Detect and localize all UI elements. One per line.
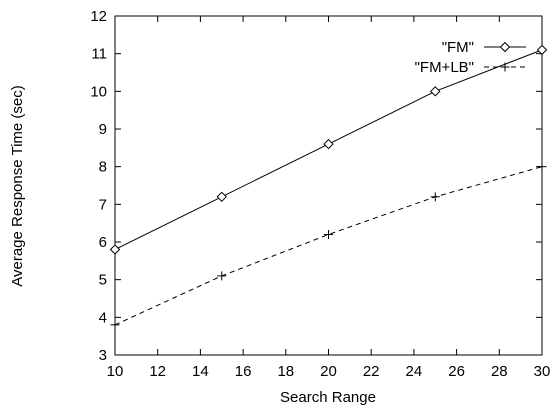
y-axis-ticks: 3 4 5 6 7 8 9 10 11 12 bbox=[90, 8, 542, 364]
data-point-fm bbox=[216, 191, 227, 203]
data-point-fm-lb bbox=[110, 320, 120, 330]
y-tick-label: 10 bbox=[90, 83, 107, 100]
data-point-fm-lb bbox=[217, 271, 227, 281]
y-tick-label: 5 bbox=[99, 272, 107, 289]
data-point-fm bbox=[536, 44, 548, 56]
data-point-fm bbox=[109, 244, 121, 255]
legend-label: "FM" bbox=[442, 39, 474, 56]
y-tick-label: 7 bbox=[99, 196, 107, 213]
x-tick-label: 22 bbox=[363, 363, 380, 380]
series-line-fm-lb bbox=[114, 166, 543, 326]
y-tick-label: 4 bbox=[99, 309, 107, 326]
legend-label: "FM+LB" bbox=[415, 59, 474, 76]
x-tick-label: 30 bbox=[534, 363, 551, 380]
x-tick-label: 14 bbox=[192, 363, 209, 380]
y-tick-label: 6 bbox=[99, 234, 107, 251]
y-tick-label: 8 bbox=[99, 159, 107, 176]
data-point-fm bbox=[430, 86, 441, 97]
legend-marker bbox=[499, 41, 511, 53]
x-tick-label: 28 bbox=[491, 363, 508, 380]
y-axis-label: Average Response Time (sec) bbox=[9, 85, 26, 286]
y-tick-label: 9 bbox=[99, 121, 107, 138]
data-point-fm bbox=[323, 138, 334, 150]
x-tick-label: 24 bbox=[406, 363, 423, 380]
y-tick-label: 11 bbox=[91, 46, 107, 63]
y-tick-label: 12 bbox=[90, 8, 107, 25]
data-point-fm-lb bbox=[324, 229, 333, 239]
data-point-fm-lb bbox=[430, 192, 440, 202]
y-tick-label: 3 bbox=[99, 347, 107, 364]
data-point-fm-lb bbox=[537, 162, 547, 172]
x-tick-label: 12 bbox=[149, 363, 166, 380]
x-axis-label: Search Range bbox=[280, 389, 376, 406]
plot-frame bbox=[114, 15, 543, 356]
series-layer bbox=[109, 44, 548, 330]
x-tick-label: 26 bbox=[448, 363, 465, 380]
x-tick-label: 18 bbox=[277, 363, 294, 380]
x-tick-label: 20 bbox=[320, 363, 337, 380]
legend: "FM" "FM+LB" bbox=[415, 39, 526, 76]
x-tick-label: 10 bbox=[107, 363, 124, 380]
x-tick-label: 16 bbox=[235, 363, 252, 380]
x-axis-ticks: 10 12 14 16 18 20 22 24 26 28 30 bbox=[107, 16, 551, 380]
legend-marker bbox=[500, 62, 510, 72]
series-line-fm bbox=[114, 49, 543, 250]
